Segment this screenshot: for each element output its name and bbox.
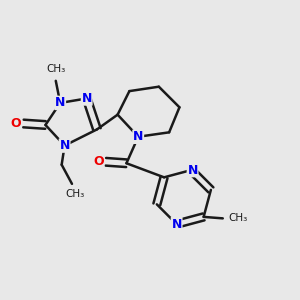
Text: O: O — [11, 117, 21, 130]
Text: N: N — [55, 96, 65, 110]
Text: N: N — [82, 92, 92, 105]
Text: CH₃: CH₃ — [228, 213, 247, 224]
Text: N: N — [133, 130, 143, 143]
Text: N: N — [171, 218, 182, 231]
Text: CH₃: CH₃ — [46, 64, 65, 74]
Text: N: N — [59, 139, 70, 152]
Text: N: N — [188, 164, 198, 177]
Text: O: O — [93, 155, 104, 168]
Text: CH₃: CH₃ — [65, 189, 85, 199]
